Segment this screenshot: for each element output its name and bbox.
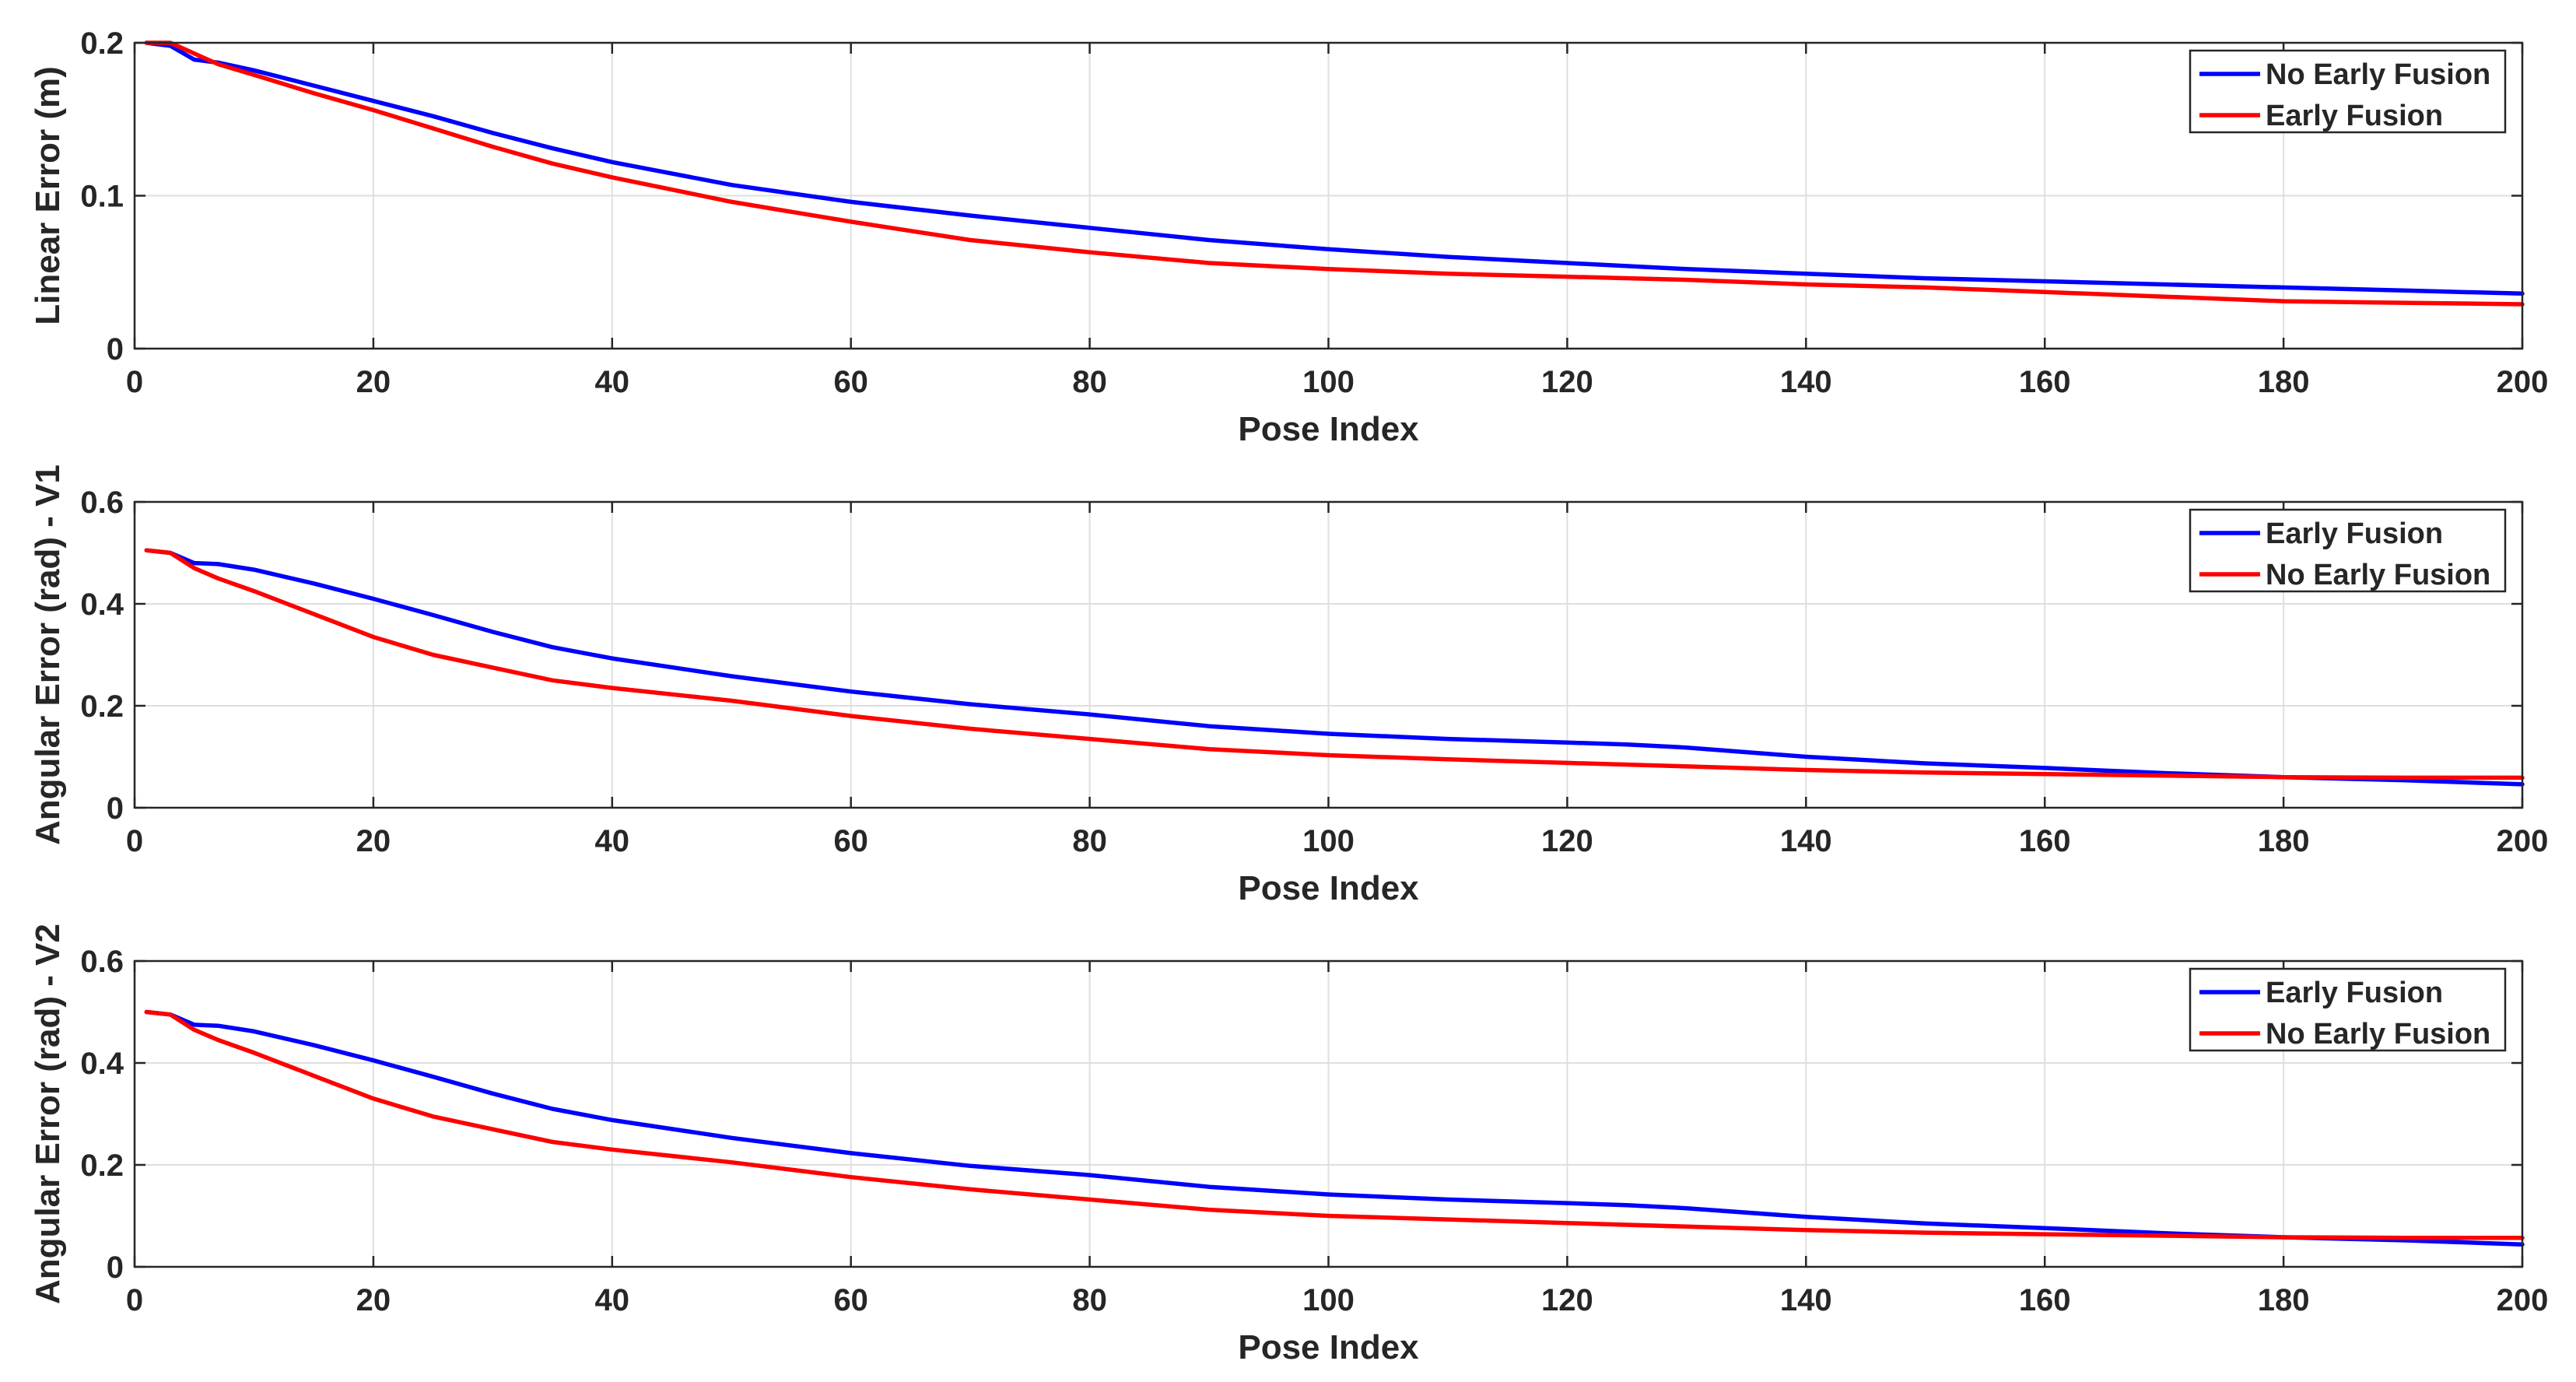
series-line-early-fusion bbox=[144, 40, 2525, 307]
legend-label-no-early-fusion: No Early Fusion bbox=[2266, 58, 2490, 91]
x-tick-label: 80 bbox=[1072, 1283, 1107, 1317]
x-tick-label: 140 bbox=[1780, 1283, 1832, 1317]
x-tick-label: 120 bbox=[1541, 365, 1593, 399]
x-tick-label: 80 bbox=[1072, 824, 1107, 858]
x-tick-label: 60 bbox=[833, 824, 868, 858]
y-tick-label: 0.6 bbox=[80, 945, 124, 979]
x-tick-label: 0 bbox=[126, 365, 143, 399]
x-tick-label: 100 bbox=[1302, 824, 1355, 858]
x-tick-label: 40 bbox=[595, 824, 630, 858]
x-axis-label: Pose Index bbox=[1238, 869, 1419, 907]
legend: Early Fusion No Early Fusion bbox=[2189, 967, 2507, 1052]
y-tick-label: 0.6 bbox=[80, 486, 124, 520]
legend-label-early-fusion: Early Fusion bbox=[2266, 977, 2443, 1009]
y-tick-label: 0.1 bbox=[80, 180, 124, 214]
legend-box bbox=[2189, 49, 2507, 134]
legend: Early Fusion No Early Fusion bbox=[2189, 508, 2507, 593]
y-tick-label: 0 bbox=[107, 332, 124, 367]
legend-label-early-fusion: Early Fusion bbox=[2266, 100, 2443, 132]
series-line-no-early-fusion bbox=[144, 40, 2525, 296]
x-axis-label: Pose Index bbox=[1238, 410, 1419, 448]
x-tick-label: 80 bbox=[1072, 365, 1107, 399]
x-tick-label: 140 bbox=[1780, 365, 1832, 399]
legend-box bbox=[2189, 508, 2507, 593]
legend-label-no-early-fusion: No Early Fusion bbox=[2266, 559, 2490, 591]
x-tick-label: 0 bbox=[126, 824, 143, 858]
series-line-early-fusion bbox=[144, 1009, 2525, 1247]
x-tick-label: 160 bbox=[2019, 824, 2071, 858]
x-tick-label: 180 bbox=[2258, 824, 2310, 858]
y-axis-label: Linear Error (m) bbox=[29, 66, 67, 325]
x-tick-label: 20 bbox=[356, 365, 391, 399]
x-tick-label: 200 bbox=[2497, 365, 2549, 399]
y-tick-label: 0.2 bbox=[80, 1149, 124, 1183]
x-tick-label: 160 bbox=[2019, 365, 2071, 399]
y-axis-label: Angular Error (rad) - V2 bbox=[29, 924, 67, 1304]
x-tick-label: 40 bbox=[595, 1283, 630, 1317]
y-tick-label: 0.4 bbox=[80, 588, 124, 622]
series-line-no-early-fusion bbox=[144, 1009, 2525, 1240]
y-axis-label: Angular Error (rad) - V1 bbox=[29, 465, 67, 845]
y-tick-label: 0.2 bbox=[80, 26, 124, 61]
x-tick-label: 60 bbox=[833, 365, 868, 399]
x-tick-label: 0 bbox=[126, 1283, 143, 1317]
x-tick-label: 140 bbox=[1780, 824, 1832, 858]
y-tick-label: 0.4 bbox=[80, 1047, 124, 1081]
x-tick-label: 180 bbox=[2258, 1283, 2310, 1317]
plot-angular-error-v2: 0 20 40 60 80 100 120 140 160 180 200 0 0.2 0.4 0.6 Pos… bbox=[29, 924, 2548, 1366]
plot-linear-error: 0 20 40 60 80 100 120 140 160 180 200 0 0.1 0.2 Pose I… bbox=[29, 26, 2548, 448]
legend-label-no-early-fusion: No Early Fusion bbox=[2266, 1018, 2490, 1051]
x-axis-label: Pose Index bbox=[1238, 1328, 1419, 1366]
x-tick-label: 100 bbox=[1302, 365, 1355, 399]
x-tick-label: 120 bbox=[1541, 1283, 1593, 1317]
series-line-no-early-fusion bbox=[144, 548, 2525, 780]
x-tick-label: 20 bbox=[356, 824, 391, 858]
legend: No Early Fusion Early Fusion bbox=[2189, 49, 2507, 134]
y-tick-label: 0 bbox=[107, 1250, 124, 1285]
y-tick-label: 0.2 bbox=[80, 689, 124, 724]
x-tick-label: 180 bbox=[2258, 365, 2310, 399]
x-tick-label: 120 bbox=[1541, 824, 1593, 858]
x-tick-label: 20 bbox=[356, 1283, 391, 1317]
plot-angular-error-v1: 0 20 40 60 80 100 120 140 160 180 200 0 0.2 0.4 0.6 Pos… bbox=[29, 465, 2548, 907]
x-tick-label: 200 bbox=[2497, 824, 2549, 858]
x-tick-label: 100 bbox=[1302, 1283, 1355, 1317]
x-tick-label: 40 bbox=[595, 365, 630, 399]
x-tick-label: 60 bbox=[833, 1283, 868, 1317]
legend-label-early-fusion: Early Fusion bbox=[2266, 517, 2443, 550]
x-tick-label: 200 bbox=[2497, 1283, 2549, 1317]
series-line-early-fusion bbox=[144, 548, 2525, 787]
legend-box bbox=[2189, 967, 2507, 1052]
y-tick-label: 0 bbox=[107, 791, 124, 826]
x-tick-label: 160 bbox=[2019, 1283, 2071, 1317]
